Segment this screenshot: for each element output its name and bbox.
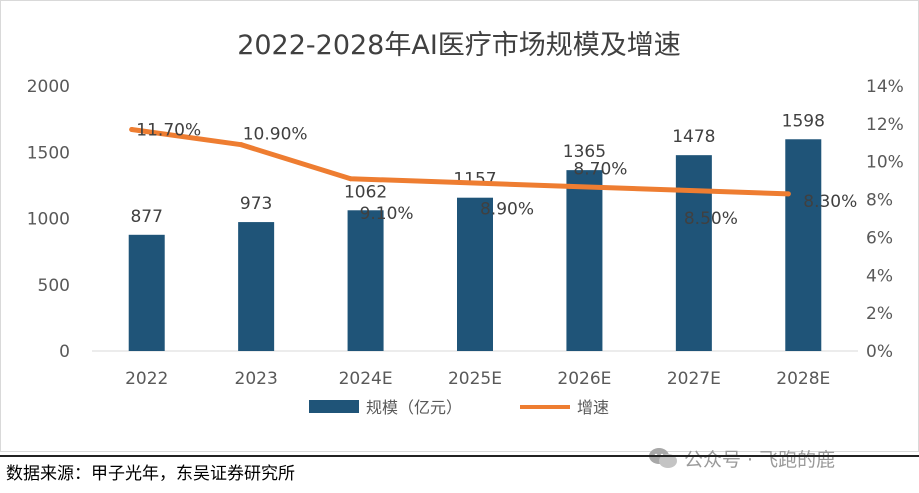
legend-label-bar: 规模（亿元） xyxy=(366,398,462,417)
line-point xyxy=(238,142,244,148)
y-left-tick-label: 500 xyxy=(38,276,70,296)
legend-swatch-bar xyxy=(309,400,359,413)
y-left-tick-label: 0 xyxy=(59,342,70,362)
line-series: 11.70% 10.90% 9.10% 8.90% 8.70% 8.50% 8.30% xyxy=(129,121,857,229)
footer-rule xyxy=(0,455,919,457)
line-point xyxy=(348,176,354,182)
bar-series: 877 973 1062 1157 1365 1478 1598 xyxy=(128,111,825,351)
bar-data-label: 877 xyxy=(130,207,162,227)
legend-label-line: 增速 xyxy=(577,398,609,417)
line-data-label: 9.10% xyxy=(360,204,414,224)
bar xyxy=(566,170,603,351)
wechat-icon xyxy=(649,448,677,468)
line-data-label: 8.50% xyxy=(684,209,738,229)
line-data-label: 8.70% xyxy=(573,159,627,179)
line-point xyxy=(566,183,572,189)
y-right-tick-label: 4% xyxy=(866,266,893,286)
x-tick-label: 2023 xyxy=(235,369,278,389)
bar xyxy=(347,210,384,351)
x-tick-label: 2025E xyxy=(448,369,502,389)
line-point xyxy=(457,180,463,186)
line-point xyxy=(676,187,682,193)
line-data-label: 8.90% xyxy=(480,200,534,220)
x-tick-label: 2026E xyxy=(557,369,611,389)
bar xyxy=(785,139,822,351)
bar-data-label: 1365 xyxy=(563,142,606,162)
y-right-tick-label: 14% xyxy=(866,77,904,97)
x-tick-label: 2022 xyxy=(125,369,168,389)
bar-data-label: 1157 xyxy=(453,170,496,190)
y-right-tick-label: 12% xyxy=(866,115,904,135)
chart-frame: 2022-2028年AI医疗市场规模及增速 0 500 1000 1500 2000 0%… xyxy=(0,0,919,452)
x-tick-label: 2028E xyxy=(776,369,830,389)
source-note: 数据来源：甲子光年，东吴证券研究所 xyxy=(6,464,295,484)
axes: 0 500 1000 1500 2000 0% 2% 4% 6% 8% 10% 12% 14% 2022 2… xyxy=(27,77,904,389)
line-point xyxy=(785,191,791,197)
x-tick-label: 2027E xyxy=(667,369,721,389)
x-tick-label: 2024E xyxy=(339,369,393,389)
chart-title: 2022-2028年AI医疗市场规模及增速 xyxy=(237,30,681,61)
line-data-label: 8.30% xyxy=(803,192,857,212)
line-point xyxy=(129,127,135,133)
bar xyxy=(675,155,712,351)
bar xyxy=(238,222,275,351)
bar-data-label: 973 xyxy=(240,194,272,214)
bar-data-label: 1478 xyxy=(672,127,715,147)
y-left-tick-label: 2000 xyxy=(27,77,70,97)
bar-data-label: 1598 xyxy=(782,111,825,131)
y-right-tick-label: 2% xyxy=(866,304,893,324)
bar xyxy=(128,234,165,351)
y-right-tick-label: 8% xyxy=(866,191,893,211)
y-left-tick-label: 1000 xyxy=(27,210,70,230)
y-right-tick-label: 0% xyxy=(866,342,893,362)
y-right-tick-label: 6% xyxy=(866,228,893,248)
legend: 规模（亿元） 增速 xyxy=(309,398,609,417)
line-data-label: 10.90% xyxy=(243,125,308,145)
watermark-text: 公众号 · 飞跑的鹿 xyxy=(684,448,836,471)
bar xyxy=(457,197,493,351)
y-left-tick-label: 1500 xyxy=(27,143,70,163)
line-data-label: 11.70% xyxy=(136,121,201,141)
bar-data-label: 1062 xyxy=(344,182,387,202)
y-right-tick-label: 10% xyxy=(866,153,904,173)
watermark: 公众号 · 飞跑的鹿 xyxy=(648,447,836,471)
chart-canvas: 2022-2028年AI医疗市场规模及增速 0 500 1000 1500 2000 0%… xyxy=(0,0,919,452)
